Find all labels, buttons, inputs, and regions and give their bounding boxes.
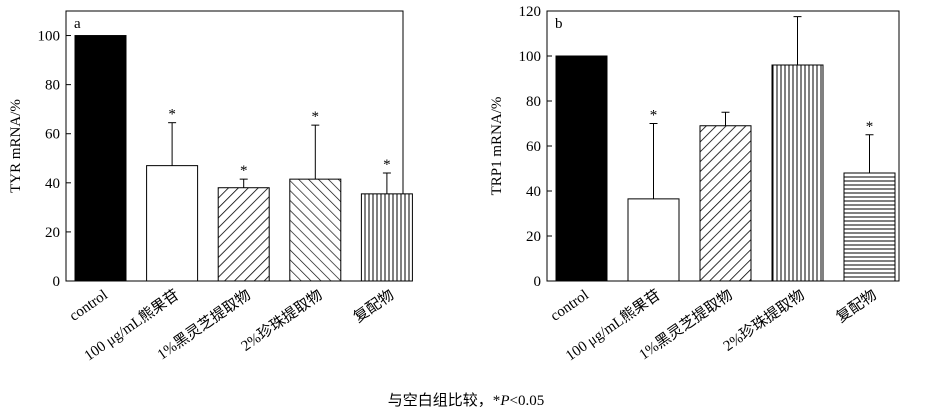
bar xyxy=(146,165,199,282)
y-tick-label: 20 xyxy=(45,225,60,241)
y-tick-label: 120 xyxy=(519,4,542,20)
category-label: 复配物 xyxy=(350,286,397,327)
bar xyxy=(217,187,270,282)
category-label: control xyxy=(548,287,592,324)
y-tick-label: 80 xyxy=(526,94,541,110)
y-tick-label: 80 xyxy=(45,78,60,94)
bar xyxy=(771,64,824,282)
y-tick-label: 100 xyxy=(38,29,61,45)
significance-marker: * xyxy=(240,163,248,179)
y-tick-label: 60 xyxy=(526,139,541,155)
y-axis-label: TYR mRNA/% xyxy=(8,99,24,193)
category-label: 复配物 xyxy=(833,286,880,327)
y-tick-label: 20 xyxy=(526,229,541,245)
panel-label: a xyxy=(74,16,81,32)
bar xyxy=(74,35,127,282)
footnote-prefix: 与空白组比较，* xyxy=(387,393,501,409)
y-tick-label: 0 xyxy=(53,274,61,290)
footnote-p-symbol: P xyxy=(500,393,510,409)
significance-marker: * xyxy=(168,107,176,123)
y-tick-label: 60 xyxy=(45,127,60,143)
bar xyxy=(360,193,413,282)
y-tick-label: 40 xyxy=(526,184,541,200)
bar xyxy=(627,198,680,282)
category-label: 2%珍珠提取物 xyxy=(720,286,808,354)
significance-marker: * xyxy=(312,109,320,125)
bar xyxy=(289,178,342,282)
bar xyxy=(843,172,896,282)
category-label: control xyxy=(67,287,111,324)
significance-marker: * xyxy=(650,108,658,124)
y-tick-label: 40 xyxy=(45,176,60,192)
significance-marker: * xyxy=(383,157,391,173)
y-tick-label: 0 xyxy=(534,274,542,290)
bar xyxy=(699,125,752,282)
significance-footnote: 与空白组比较，*P<0.05 xyxy=(0,389,932,410)
significance-marker: * xyxy=(866,119,874,135)
panel-label: b xyxy=(555,16,563,32)
footnote-suffix: <0.05 xyxy=(509,393,545,409)
bar xyxy=(555,55,608,282)
y-tick-label: 100 xyxy=(519,49,542,65)
y-axis-label: TRP1 mRNA/% xyxy=(489,97,505,196)
